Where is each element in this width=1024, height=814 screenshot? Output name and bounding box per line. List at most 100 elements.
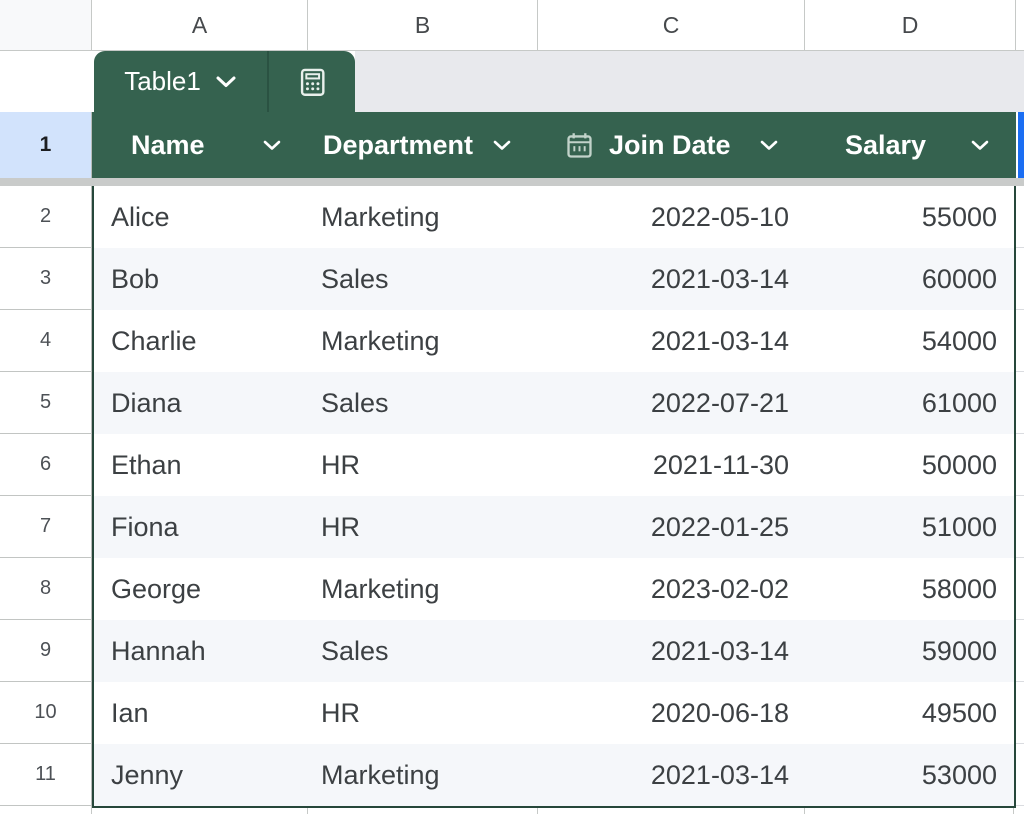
gridline-tick: [805, 808, 1014, 814]
column-e-sliver: [1016, 434, 1024, 496]
cell-department[interactable]: Sales: [321, 387, 389, 418]
select-all-corner[interactable]: [0, 0, 92, 50]
table-left-border: [92, 620, 94, 682]
header-cell-join-date[interactable]: Join Date: [538, 112, 805, 178]
column-e-sliver: [1016, 186, 1024, 248]
cell-join-date[interactable]: 2022-05-10: [650, 201, 789, 232]
cell-salary[interactable]: 61000: [921, 387, 997, 418]
column-e-sliver: [1016, 744, 1024, 806]
cell-join-date[interactable]: 2023-02-02: [650, 573, 789, 604]
table-row: 2 Alice Marketing 2022-05-10 55000: [0, 186, 1024, 248]
cell-salary[interactable]: 51000: [921, 511, 997, 542]
calculator-icon: [295, 65, 329, 99]
table-left-border: [92, 558, 94, 620]
cell-name[interactable]: Bob: [111, 263, 160, 294]
table-name-tab[interactable]: Table1: [94, 51, 355, 112]
cell-name[interactable]: George: [111, 573, 202, 604]
cell-salary[interactable]: 60000: [921, 263, 997, 294]
header-cell-department[interactable]: Department: [308, 112, 538, 178]
header-cell-salary[interactable]: Salary: [805, 112, 1016, 178]
column-header-e-partial: [1016, 0, 1024, 50]
cell-join-date[interactable]: 2021-03-14: [650, 263, 789, 294]
cell-join-date[interactable]: 2022-01-25: [650, 511, 789, 542]
row-number-7[interactable]: 7: [0, 496, 92, 558]
header-label-department: Department: [323, 129, 474, 160]
gutter-stub: [0, 806, 92, 814]
cell-salary[interactable]: 50000: [921, 449, 997, 480]
cell-department[interactable]: Marketing: [321, 325, 440, 356]
cell-salary[interactable]: 49500: [921, 697, 997, 728]
chevron-down-icon[interactable]: [970, 139, 990, 151]
chevron-down-icon[interactable]: [492, 139, 512, 151]
column-header-c[interactable]: C: [538, 0, 805, 50]
cell-name[interactable]: Jenny: [111, 759, 184, 790]
cell-salary[interactable]: 54000: [921, 325, 997, 356]
table-left-border: [92, 248, 94, 310]
column-e-sliver: [1016, 558, 1024, 620]
table-bottom-border: [92, 806, 1016, 814]
cell-salary[interactable]: 53000: [921, 759, 997, 790]
cell-name[interactable]: Ethan: [111, 449, 182, 480]
row-number-1[interactable]: 1: [0, 112, 92, 178]
cell-name[interactable]: Charlie: [111, 325, 197, 356]
cell-join-date[interactable]: 2020-06-18: [650, 697, 789, 728]
column-e-sliver: [1016, 682, 1024, 744]
cell-join-date[interactable]: 2021-03-14: [650, 325, 789, 356]
header-cell-name[interactable]: Name: [92, 112, 308, 178]
cell-join-date[interactable]: 2021-03-14: [650, 759, 789, 790]
cell-department[interactable]: Sales: [321, 263, 389, 294]
cell-salary[interactable]: 58000: [921, 573, 997, 604]
table-right-border: [1014, 620, 1016, 682]
row-number-8[interactable]: 8: [0, 558, 92, 620]
cell-department[interactable]: Marketing: [321, 201, 440, 232]
table-row: 5 Diana Sales 2022-07-21 61000: [0, 372, 1024, 434]
row-number-4[interactable]: 4: [0, 310, 92, 372]
column-header-d[interactable]: D: [805, 0, 1016, 50]
cell-department[interactable]: HR: [321, 511, 360, 542]
table-row: 8 George Marketing 2023-02-02 58000: [0, 558, 1024, 620]
cell-department[interactable]: Marketing: [321, 759, 440, 790]
tab-band-background: [355, 51, 1024, 112]
table-header-row: 1 Name Department: [0, 112, 1024, 178]
tab-band-left-spacer: [0, 51, 94, 112]
table-left-border: [92, 682, 94, 744]
chevron-down-icon[interactable]: [215, 75, 237, 88]
cell-join-date[interactable]: 2022-07-21: [650, 387, 789, 418]
row-number-5[interactable]: 5: [0, 372, 92, 434]
row-number-3[interactable]: 3: [0, 248, 92, 310]
column-header-a[interactable]: A: [92, 0, 308, 50]
chevron-down-icon[interactable]: [759, 139, 779, 151]
column-e-sliver: [1016, 372, 1024, 434]
table-right-border: [1014, 434, 1016, 496]
cell-name[interactable]: Alice: [111, 201, 170, 232]
cell-join-date[interactable]: 2021-11-30: [652, 449, 789, 480]
cell-salary[interactable]: 55000: [921, 201, 997, 232]
table-row: 6 Ethan HR 2021-11-30 50000: [0, 434, 1024, 496]
chevron-down-icon[interactable]: [262, 139, 282, 151]
table-left-border: [92, 186, 94, 248]
row-number-11[interactable]: 11: [0, 744, 92, 806]
table-tab-band: Table1: [0, 51, 1024, 112]
cell-department[interactable]: HR: [321, 449, 360, 480]
row-number-2[interactable]: 2: [0, 186, 92, 248]
cell-salary[interactable]: 59000: [921, 635, 997, 666]
row-number-6[interactable]: 6: [0, 434, 92, 496]
cell-department[interactable]: Sales: [321, 635, 389, 666]
cell-name[interactable]: Hannah: [111, 635, 206, 666]
table-left-border: [92, 310, 94, 372]
cell-name[interactable]: Fiona: [111, 511, 179, 542]
table-name-button[interactable]: Table1: [94, 51, 269, 112]
frozen-row-divider[interactable]: [0, 178, 1024, 186]
cell-department[interactable]: Marketing: [321, 573, 440, 604]
cell-join-date[interactable]: 2021-03-14: [650, 635, 789, 666]
table-left-border: [92, 744, 94, 806]
row-number-9[interactable]: 9: [0, 620, 92, 682]
cell-name[interactable]: Ian: [111, 697, 149, 728]
row-number-10[interactable]: 10: [0, 682, 92, 744]
cell-department[interactable]: HR: [321, 697, 360, 728]
table-tools-button[interactable]: [269, 51, 355, 112]
column-header-b[interactable]: B: [308, 0, 538, 50]
cell-name[interactable]: Diana: [111, 387, 182, 418]
column-e-sliver: [1016, 248, 1024, 310]
